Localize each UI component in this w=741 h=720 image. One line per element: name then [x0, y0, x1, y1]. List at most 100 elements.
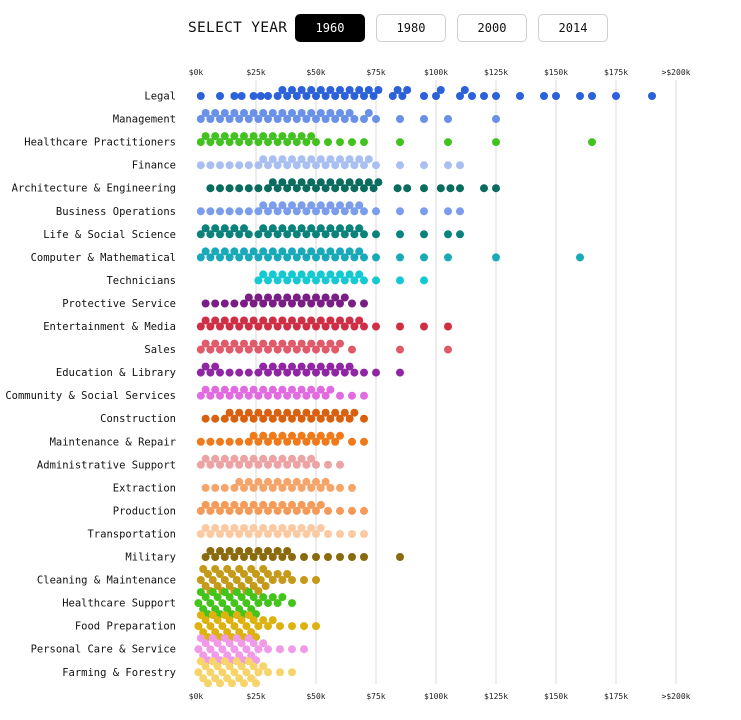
data-point: [223, 628, 232, 637]
data-point: [199, 628, 208, 637]
data-point: [340, 230, 349, 239]
data-point: [326, 299, 335, 308]
category-label: Education & Library: [56, 367, 176, 379]
data-point: [324, 460, 332, 469]
data-point: [444, 322, 452, 331]
data-point: [468, 92, 476, 100]
data-point: [264, 345, 272, 354]
data-point: [336, 316, 344, 325]
data-point: [249, 454, 258, 463]
data-point: [350, 184, 359, 193]
data-point: [316, 385, 325, 394]
data-point: [292, 92, 301, 100]
data-point: [216, 368, 224, 377]
year-button-1960[interactable]: 1960: [295, 14, 365, 42]
data-point: [326, 247, 335, 256]
data-point: [225, 437, 234, 446]
data-point: [216, 506, 224, 515]
data-point: [254, 437, 263, 446]
data-point: [244, 230, 253, 239]
data-point: [420, 115, 428, 123]
x-tick-label-top: $125k: [484, 68, 508, 77]
data-point: [321, 368, 330, 377]
data-point: [235, 651, 244, 660]
data-point: [326, 339, 335, 348]
category-label: Finance: [132, 160, 176, 172]
data-point: [288, 524, 296, 532]
data-point: [283, 408, 292, 417]
data-point: [336, 431, 344, 440]
x-tick-label-bottom: $125k: [484, 692, 508, 701]
data-point: [403, 184, 412, 193]
data-point: [302, 253, 311, 262]
data-point: [259, 454, 268, 463]
data-point: [225, 639, 234, 648]
data-point: [456, 161, 464, 170]
data-point: [492, 92, 500, 100]
data-point: [244, 345, 253, 354]
data-point: [268, 155, 277, 164]
data-point: [268, 483, 277, 492]
data-point: [273, 293, 282, 302]
data-point: [225, 506, 234, 515]
year-button-2014[interactable]: 2014: [538, 14, 608, 42]
data-point: [235, 547, 244, 555]
data-point: [211, 385, 220, 394]
data-point: [218, 645, 227, 654]
data-point: [364, 86, 373, 94]
data-point: [292, 345, 301, 354]
data-point: [273, 207, 282, 216]
data-point: [297, 414, 306, 423]
year-button-2000[interactable]: 2000: [457, 14, 527, 42]
data-point: [300, 645, 308, 654]
data-point: [216, 322, 224, 331]
data-point: [316, 414, 325, 423]
data-point: [230, 500, 239, 509]
data-point: [256, 92, 265, 100]
x-axis-top: $0k $25k $50k $75k $100k $125k $150k $175k >$200…: [189, 68, 691, 77]
data-point: [278, 500, 287, 509]
data-point: [223, 651, 232, 660]
category-label: Entertainment & Media: [43, 321, 176, 333]
data-point: [206, 368, 215, 377]
data-point: [340, 253, 349, 262]
data-point: [244, 530, 253, 538]
data-point: [278, 454, 287, 463]
data-point: [225, 460, 234, 469]
data-point: [348, 391, 356, 400]
data-point: [278, 553, 287, 561]
data-point: [302, 293, 311, 302]
data-point: [307, 362, 316, 371]
data-point: [225, 115, 234, 123]
data-point: [302, 138, 311, 147]
data-point: [216, 530, 224, 538]
data-point: [252, 610, 260, 619]
data-point: [273, 547, 282, 555]
data-point: [268, 224, 277, 233]
data-point: [300, 553, 308, 561]
data-point: [307, 155, 316, 164]
data-point: [240, 524, 248, 532]
data-point: [201, 593, 210, 602]
data-point: [264, 92, 272, 100]
data-point: [288, 483, 296, 492]
data-point: [264, 276, 272, 285]
data-point: [196, 460, 205, 469]
data-point: [307, 178, 316, 187]
data-point: [345, 86, 354, 94]
x-tick-label-top: >$200k: [662, 68, 691, 77]
data-point: [300, 622, 308, 631]
data-point: [278, 155, 287, 164]
data-point: [264, 547, 272, 555]
category-label: Cleaning & Maintenance: [37, 575, 176, 587]
data-point: [249, 247, 258, 256]
data-point: [204, 570, 212, 578]
data-point: [420, 322, 428, 331]
data-point: [268, 362, 277, 371]
year-button-1980[interactable]: 1980: [376, 14, 446, 42]
data-point: [259, 553, 268, 561]
data-point: [360, 92, 368, 100]
category-label: Business Operations: [56, 206, 176, 218]
data-point: [220, 316, 229, 325]
